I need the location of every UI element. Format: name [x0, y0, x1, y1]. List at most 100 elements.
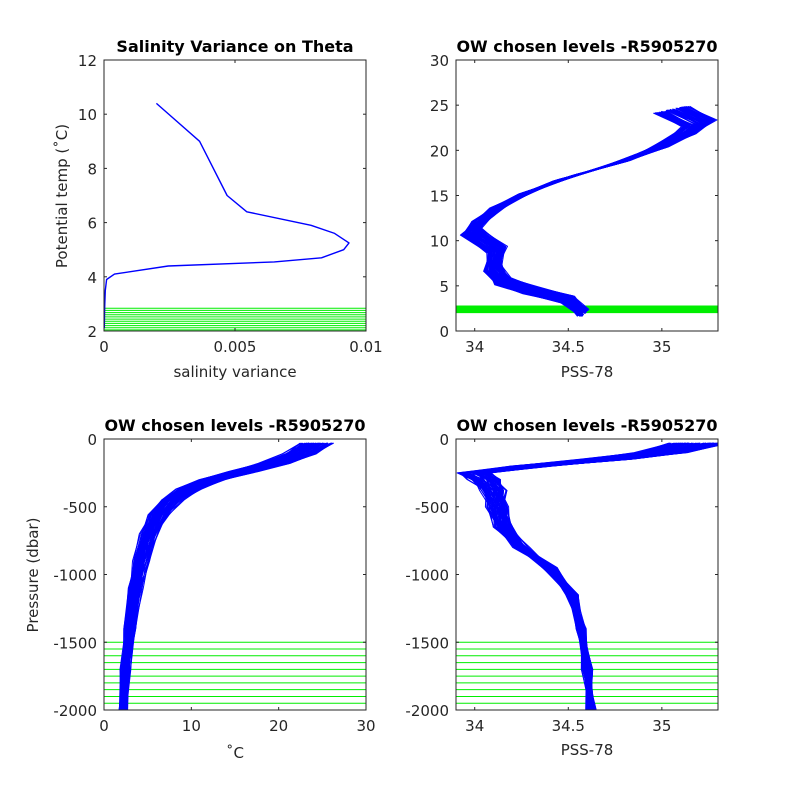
profile-line	[471, 442, 686, 710]
x-tick-label: 20	[269, 717, 288, 735]
profile-line	[123, 442, 312, 710]
y-tick-label: -1500	[53, 634, 97, 652]
profile-line	[123, 442, 322, 710]
profile-line	[122, 442, 328, 710]
profile-line	[476, 442, 712, 710]
y-tick-label: 6	[87, 215, 97, 233]
y-tick-label: -2000	[405, 702, 449, 720]
profile-line	[490, 444, 718, 710]
profile-line	[480, 442, 714, 710]
profile-line	[123, 442, 321, 710]
profile-line	[485, 442, 710, 710]
y-tick-label: -1000	[405, 567, 449, 585]
profile-line	[124, 442, 326, 710]
profile-line	[126, 442, 329, 710]
profile-line	[477, 105, 718, 310]
profile-line	[126, 442, 328, 710]
profile-line	[126, 442, 334, 710]
x-tick-label: 35	[652, 338, 671, 356]
plot-title: OW chosen levels -R5905270	[104, 416, 365, 435]
axes-box	[455, 59, 719, 332]
profile-line	[486, 443, 718, 710]
profile-line	[489, 444, 718, 710]
profile-line	[483, 442, 711, 710]
profile-line	[488, 442, 718, 710]
profile-line	[480, 442, 706, 710]
profile-line	[485, 442, 714, 710]
y-tick-label: 15	[430, 188, 449, 206]
profile-line	[122, 442, 324, 710]
profile-line	[121, 442, 324, 710]
panel-temperature-pressure: OW chosen levels -R5905270 ˚C Pressure (…	[24, 416, 376, 762]
profile-line	[123, 442, 319, 710]
profile-line	[479, 442, 718, 710]
profile-line	[468, 442, 689, 710]
profile-line	[487, 442, 716, 710]
y-tick-label: 20	[430, 142, 449, 160]
profile-line	[122, 442, 324, 710]
profile-line	[462, 112, 687, 317]
x-tick-label: 30	[356, 717, 375, 735]
profile-line	[482, 442, 718, 710]
axes-box	[103, 59, 367, 332]
profile-line	[482, 443, 718, 710]
profile-line	[477, 442, 713, 710]
profile-line	[478, 442, 712, 710]
profile-line	[124, 442, 314, 710]
profile-line	[123, 442, 312, 710]
profile-line	[487, 445, 718, 710]
profile-line	[487, 442, 714, 710]
profile-line	[477, 442, 715, 710]
profile-line	[120, 442, 314, 710]
profile-line	[120, 442, 320, 710]
profile-line	[122, 442, 301, 710]
profile-line	[125, 442, 319, 710]
y-tick-label: -2000	[53, 702, 97, 720]
profile-line	[489, 444, 718, 710]
y-tick-label: -1000	[53, 567, 97, 585]
profile-line	[122, 442, 317, 710]
panel-salinity-pressure: OW chosen levels -R5905270 PSS-78 34 34.5…	[405, 416, 719, 759]
plot-title: OW chosen levels -R5905270	[456, 416, 717, 435]
y-tick-label: 5	[439, 278, 449, 296]
profile-line	[487, 442, 714, 710]
y-axis-label: Potential temp (˚C)	[53, 124, 71, 268]
plot-title: Salinity Variance on Theta	[116, 37, 353, 56]
plot-title: OW chosen levels -R5905270	[456, 37, 717, 56]
profile-line	[123, 442, 320, 710]
profile-line	[125, 442, 319, 710]
x-tick-label: 35	[652, 717, 671, 735]
profile-line	[121, 442, 328, 710]
profile-line	[124, 442, 316, 710]
profile-line	[483, 443, 718, 710]
y-tick-label: 10	[78, 106, 97, 124]
profile-line	[489, 444, 718, 710]
y-tick-label: -1500	[405, 634, 449, 652]
profile-line	[481, 443, 718, 710]
panel-salinity-variance: Salinity Variance on Theta salinity vari…	[53, 37, 383, 381]
profile-line	[127, 442, 332, 710]
x-axis-label: salinity variance	[173, 363, 296, 381]
x-tick-label: 0.005	[214, 338, 257, 356]
profile-line	[466, 442, 693, 710]
y-tick-label: 12	[78, 52, 97, 70]
profile-line	[120, 442, 321, 710]
profile-line	[485, 442, 710, 710]
profile-line	[472, 442, 687, 710]
profile-line	[122, 442, 333, 710]
profile-line	[123, 442, 329, 710]
y-axis-label: Pressure (dbar)	[24, 518, 42, 633]
x-axis-label: PSS-78	[561, 741, 614, 759]
profile-line	[125, 442, 323, 710]
profile-line	[120, 442, 315, 710]
profile-line	[484, 444, 718, 710]
y-tick-label: -500	[63, 499, 97, 517]
profile-line	[483, 444, 718, 710]
profile-line	[123, 442, 334, 710]
y-tick-label: 4	[87, 269, 97, 287]
profile-line	[122, 442, 320, 710]
x-axis-label: ˚C	[226, 744, 244, 762]
profile-line	[120, 442, 323, 710]
profile-line	[472, 442, 687, 710]
profile-line	[121, 442, 318, 710]
